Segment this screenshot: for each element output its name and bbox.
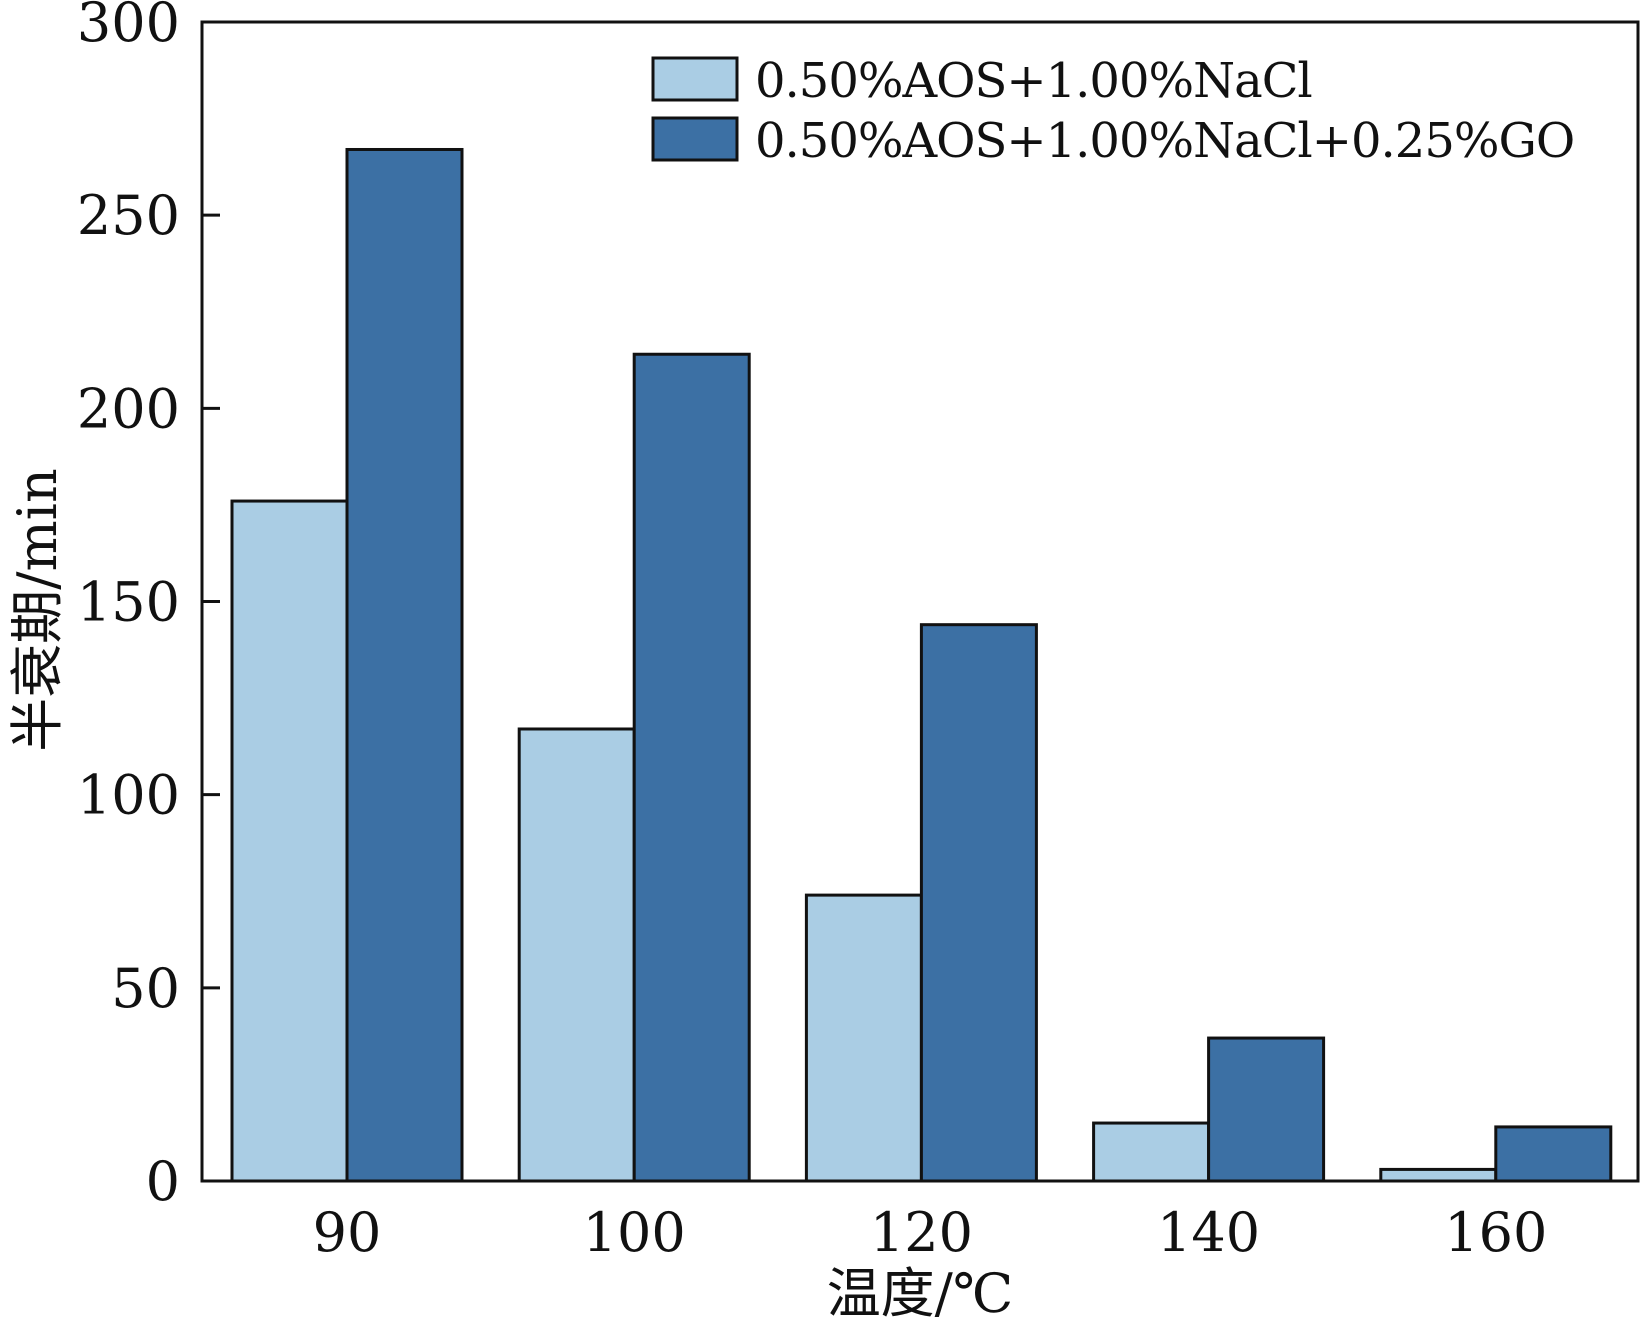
- y-tick-label: 300: [77, 0, 180, 54]
- bar-series-2-160: [1494, 1125, 1613, 1183]
- bar-series-1-120: [804, 893, 923, 1183]
- x-tick-label: 120: [870, 1201, 973, 1264]
- bar-series-1-160: [1379, 1167, 1498, 1183]
- legend-swatch-series-1: [651, 56, 739, 102]
- bars-group: [230, 147, 1613, 1183]
- bar-series-2-100: [632, 352, 751, 1183]
- legend: 0.50%AOS+1.00%NaCl 0.50%AOS+1.00%NaCl+0.…: [651, 53, 1575, 169]
- x-axis-label: 温度/℃: [827, 1262, 1014, 1323]
- legend-label-series-1: 0.50%AOS+1.00%NaCl: [755, 53, 1312, 109]
- bar-series-2-90: [345, 147, 464, 1183]
- bar-series-1-100: [517, 727, 636, 1183]
- y-tick-label: 250: [77, 184, 180, 247]
- y-tick-label: 200: [77, 377, 180, 440]
- y-tick-label: 150: [77, 571, 180, 634]
- bar-series-2-140: [1207, 1036, 1326, 1183]
- y-axis-label: 半衰期/min: [6, 468, 69, 751]
- legend-swatch-series-2: [651, 116, 739, 162]
- x-axis: 90 100 120 140 160: [313, 1201, 1548, 1264]
- y-axis: 0 50 100 150 200 250 300: [77, 0, 220, 1213]
- y-tick-label: 50: [111, 957, 180, 1020]
- x-tick-label: 100: [583, 1201, 686, 1264]
- x-tick-label: 90: [313, 1201, 382, 1264]
- bar-series-1-90: [230, 499, 349, 1183]
- x-tick-label: 140: [1157, 1201, 1260, 1264]
- bar-series-1-140: [1092, 1121, 1211, 1183]
- bar-series-2-120: [919, 623, 1038, 1183]
- y-tick-label: 0: [146, 1150, 180, 1213]
- legend-label-series-2: 0.50%AOS+1.00%NaCl+0.25%GO: [755, 113, 1574, 169]
- x-tick-label: 160: [1444, 1201, 1547, 1264]
- y-tick-label: 100: [77, 764, 180, 827]
